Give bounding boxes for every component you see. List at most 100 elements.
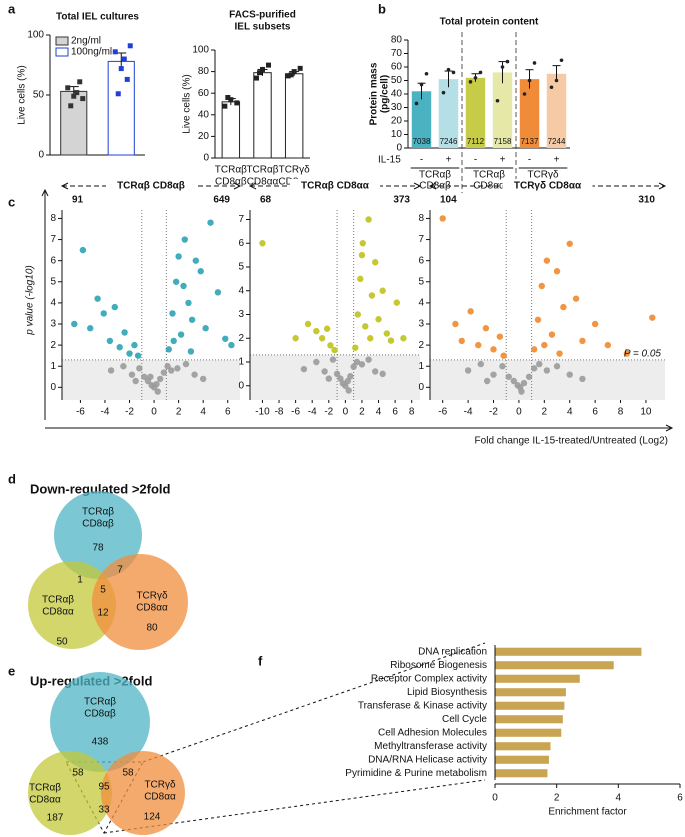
bar <box>519 79 540 148</box>
data-point <box>172 278 180 285</box>
y-axis-label: Protein mass <box>369 62 380 125</box>
data-point <box>478 70 483 75</box>
non-significant-zone <box>430 359 665 400</box>
bar <box>495 715 563 724</box>
bar <box>107 60 135 156</box>
y-tick-label: 3 <box>238 309 244 320</box>
y-tick-label: 5 <box>418 276 424 287</box>
data-point <box>473 76 478 80</box>
data-point <box>345 387 352 394</box>
bar <box>495 674 580 683</box>
y-tick-label: 4 <box>418 298 424 309</box>
y-tick-label: 7 <box>238 214 244 225</box>
x-tick-label: 0 <box>516 407 522 418</box>
region-count: 50 <box>56 637 68 648</box>
data-point <box>375 316 382 323</box>
data-point <box>134 352 142 359</box>
data-point <box>187 348 195 355</box>
data-point <box>331 346 338 354</box>
data-point <box>321 368 328 375</box>
x-tick-label: -4 <box>464 407 473 418</box>
data-point <box>222 335 229 342</box>
data-point <box>164 363 171 370</box>
data-point <box>579 375 586 383</box>
data-point <box>106 337 114 345</box>
x-tick-label: 2 <box>542 407 548 418</box>
data-point <box>174 365 181 372</box>
treatment-sign: + <box>500 155 506 166</box>
data-point <box>131 341 138 349</box>
data-point <box>181 236 188 243</box>
data-point <box>538 282 545 290</box>
data-point <box>185 299 192 307</box>
data-point <box>304 320 312 328</box>
panel-label: c <box>8 194 15 209</box>
x-tick-label: -6 <box>76 407 85 418</box>
y-tick-label: 0 <box>238 380 244 391</box>
data-point <box>490 371 497 378</box>
data-point <box>228 341 235 349</box>
bar <box>221 101 241 159</box>
bar-count-label: 7112 <box>467 137 485 146</box>
x-tick-label: -8 <box>275 407 284 418</box>
y-tick-label: Methyltransferase activity <box>374 741 487 752</box>
threshold-label: P = 0.05 <box>624 349 662 360</box>
data-point <box>518 388 525 395</box>
data-point <box>285 73 291 79</box>
data-point <box>520 379 528 387</box>
data-point <box>111 303 118 311</box>
data-point <box>188 316 196 323</box>
y-tick-label: 7 <box>50 234 56 245</box>
data-point <box>439 215 446 222</box>
set-circle <box>54 491 142 579</box>
bar <box>253 72 272 159</box>
data-point <box>414 101 419 106</box>
x-tick-label: TCRαβ <box>246 165 278 176</box>
region-count: 33 <box>98 805 110 816</box>
y-tick-label: 1 <box>418 361 424 372</box>
legend-swatch <box>55 36 69 46</box>
treatment-sign: + <box>554 155 560 166</box>
data-point <box>451 70 456 75</box>
region-count: 438 <box>92 737 109 748</box>
data-point <box>71 93 77 99</box>
data-point <box>313 327 320 335</box>
region-count: 187 <box>47 813 64 824</box>
data-point <box>80 96 86 102</box>
y-tick-label: 8 <box>50 213 56 224</box>
data-point <box>554 78 559 83</box>
bar <box>495 688 566 697</box>
data-point <box>327 342 334 349</box>
set-label: TCRαβ <box>82 507 114 518</box>
data-point <box>359 240 366 247</box>
data-point <box>325 375 332 382</box>
data-point <box>318 335 326 342</box>
y-tick-label: Ribosome Biogenesis <box>390 660 487 671</box>
data-point <box>496 333 504 340</box>
x-tick-label: 0 <box>492 793 498 804</box>
y-tick-label: 0 <box>203 153 209 164</box>
x-tick-label: 0 <box>343 407 349 418</box>
bar <box>495 728 562 737</box>
x-tick-label: 4 <box>376 407 382 418</box>
data-point <box>383 330 391 337</box>
data-point <box>368 292 376 299</box>
bar <box>465 77 486 148</box>
data-point <box>500 352 507 359</box>
y-tick-label: 6 <box>418 255 424 266</box>
data-point <box>543 367 551 374</box>
region-count: 58 <box>122 768 134 779</box>
bar-count-label: 7158 <box>494 137 512 146</box>
non-significant-zone <box>250 354 420 400</box>
arrow-head <box>658 182 667 190</box>
data-point <box>344 377 352 385</box>
y-tick-label: 10 <box>391 129 403 140</box>
x-tick-label: -2 <box>324 407 333 418</box>
data-point <box>367 335 374 342</box>
bar <box>495 769 548 778</box>
set-label: CD8αα <box>136 603 168 614</box>
y-axis-label: Live cells (%) <box>182 74 193 133</box>
y-axis-label: Live cells (%) <box>17 65 28 124</box>
x-axis-label: Enrichment factor <box>548 807 627 818</box>
data-point <box>329 356 337 363</box>
